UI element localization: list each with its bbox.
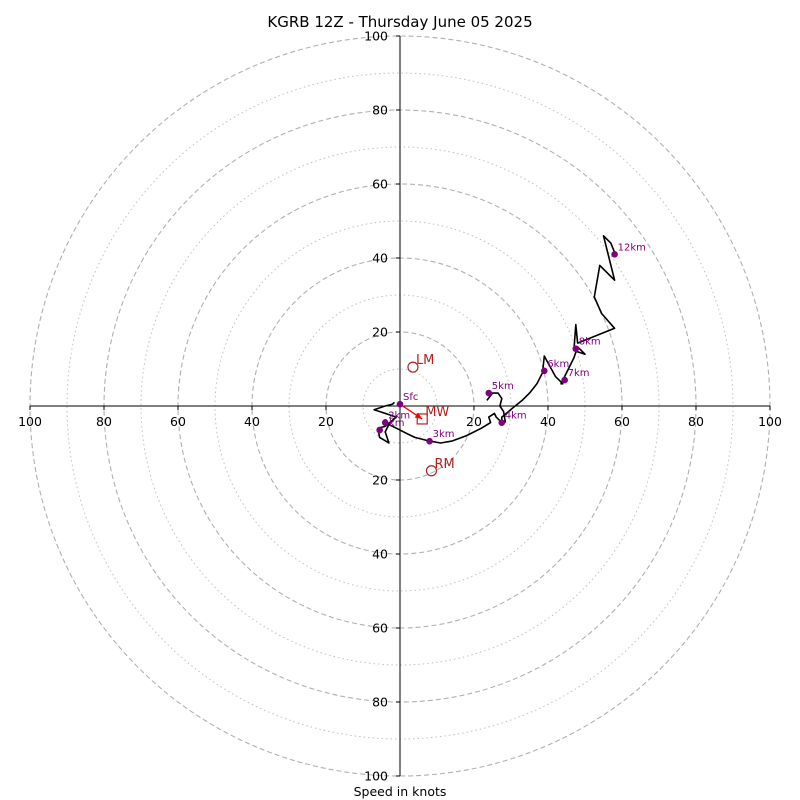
y-tick-label: 40 [372,547,388,562]
height-point-12km [611,251,618,258]
height-label-6km: 6km [547,359,569,370]
storm-marker-rm [425,465,438,477]
y-tick-label: 60 [372,621,388,636]
height-label-4km: 4km [505,411,527,422]
x-tick-label: 20 [466,414,482,429]
height-point-3km [426,437,433,445]
storm-label-lm: LM [416,353,434,368]
x-tick-label: 40 [244,414,260,429]
y-tick-label: 40 [372,251,388,266]
y-tick-label: 20 [372,325,388,340]
height-label-sfc: Sfc [403,392,418,403]
height-point-7km [561,376,568,384]
x-tick-label: 60 [614,414,630,429]
trace-line-segment [486,392,507,423]
x-tick-label: 100 [18,414,42,429]
storm-marker-lm [407,361,419,373]
height-point-6km [541,367,548,375]
height-point-4km [498,419,506,426]
height-label-1km: 1km [383,418,405,429]
tick-labels: 100 100 80 80 60 60 40 40 20 20 20 20 40 40 60 60 80 80 10… [18,29,782,784]
height-point-1km [376,426,383,434]
y-tick-label: 100 [364,29,388,44]
y-tick-label: 80 [372,103,388,118]
x-tick-label: 20 [318,414,334,429]
x-tick-label: 80 [688,414,704,429]
x-tick-label: 80 [96,414,112,429]
storm-motion-markers: LM MW RM [407,353,455,477]
x-tick-label: 100 [758,414,782,429]
x-tick-label: 40 [540,414,556,429]
height-point-5km [485,389,493,397]
y-tick-label: 20 [372,473,388,488]
height-label-5km: 5km [492,381,514,392]
storm-label-mw: MW [425,405,449,420]
shear-vector [399,403,423,420]
height-label-7km: 7km [568,368,590,379]
height-label-2km: 2km [388,411,410,422]
storm-label-rm: RM [434,457,454,472]
height-point-8km [572,345,580,352]
y-tick-label: 80 [372,695,388,710]
storm-marker-mw [416,413,428,425]
x-axis-label: Speed in knots [354,784,447,799]
y-tick-label: 100 [364,769,388,784]
height-point-sfc [396,400,404,408]
shear-vector-arrowhead [414,412,423,419]
y-tick-label: 60 [372,177,388,192]
height-label-12km: 12km [618,242,646,253]
height-label-3km: 3km [433,429,455,440]
chart-title: KGRB 12Z - Thursday June 05 2025 [267,13,532,31]
height-label-8km: 8km [579,337,601,348]
height-point-2km [381,419,389,426]
x-tick-label: 60 [170,414,186,429]
